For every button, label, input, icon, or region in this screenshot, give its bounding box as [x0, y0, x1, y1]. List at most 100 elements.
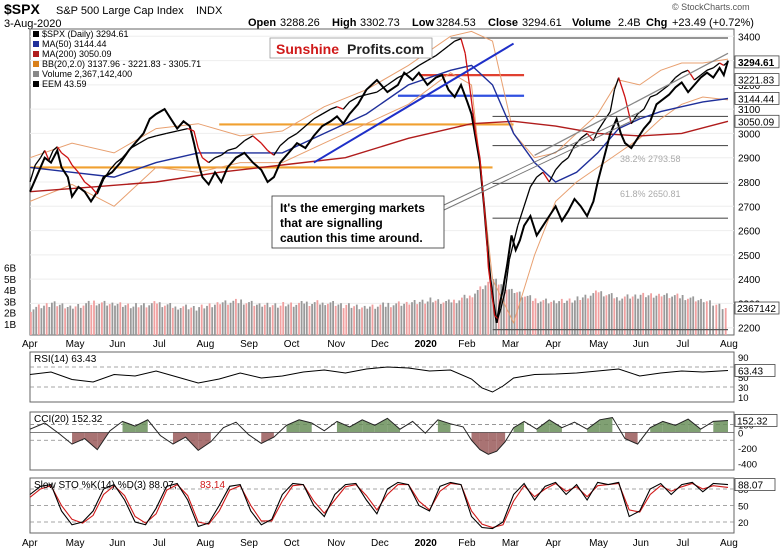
spx-segment — [460, 38, 466, 54]
spx-segment — [723, 61, 729, 66]
spx-segment — [529, 176, 538, 188]
indicator-tick-label: -200 — [738, 444, 757, 455]
volume-bar — [479, 286, 482, 335]
volume-bar — [587, 298, 589, 335]
volume-bar — [227, 304, 229, 335]
fib-label-38: 38.2% 2793.58 — [620, 154, 681, 164]
spx-segment — [44, 150, 50, 161]
spx-segment — [349, 96, 359, 103]
volume-bar — [274, 303, 277, 335]
volume-bar — [466, 298, 469, 335]
volume-bar — [143, 303, 145, 335]
volume-bar — [95, 305, 98, 335]
volume-bar — [574, 300, 576, 335]
volume-bar — [240, 299, 242, 335]
volume-bar — [384, 306, 387, 335]
logo-text-sunshine: Sunshine — [276, 41, 339, 57]
spx-segment — [504, 259, 510, 292]
cci-area — [387, 418, 401, 433]
volume-bar — [190, 307, 193, 335]
cci-area — [662, 421, 676, 433]
volume-bar — [287, 304, 290, 335]
volume-bar — [411, 302, 413, 335]
volume-tick-label: 2B — [4, 309, 17, 320]
spx-segment — [479, 157, 484, 195]
volume-bar — [198, 307, 200, 335]
volume-bar — [327, 303, 329, 335]
volume-bar — [103, 300, 106, 335]
x-axis-label: Apr — [22, 339, 38, 350]
volume-bar — [697, 300, 700, 335]
volume-bar — [284, 306, 287, 335]
volume-bar — [679, 298, 681, 335]
volume-bar — [676, 293, 679, 335]
cci-area — [471, 432, 480, 450]
volume-bar — [440, 304, 442, 335]
volume-bar — [337, 304, 340, 335]
price-tag-box — [734, 55, 780, 69]
volume-bar — [263, 304, 266, 335]
spx-segment — [84, 181, 92, 188]
indicator-tick-label: 90 — [738, 353, 749, 364]
legend-entry: $SPX (Daily) 3294.61 — [42, 29, 129, 39]
spx-segment — [435, 50, 443, 57]
volume-bar — [432, 302, 434, 335]
volume-bar — [66, 307, 69, 335]
spx-segment — [296, 125, 306, 134]
price-tags: 3294.61 3221.83 3144.44 3050.09 2367142 — [734, 55, 780, 315]
spx-segment — [471, 109, 477, 134]
volume-bar — [503, 283, 505, 335]
volume-bar — [98, 303, 101, 335]
rsi-tag-box — [734, 364, 776, 377]
price-tag-box — [734, 114, 780, 128]
volume-bar — [311, 304, 313, 335]
cci-area — [286, 419, 300, 433]
spx-segment — [536, 171, 544, 178]
volume-bar — [158, 302, 161, 335]
spx-segment — [687, 69, 695, 81]
low-label: Low — [412, 17, 434, 29]
spx-segment — [122, 147, 132, 159]
volume-bar — [185, 304, 187, 335]
indicator-tick-label: 0 — [738, 428, 743, 439]
cci-area — [675, 419, 689, 433]
x-axis-label-bottom: Aug — [197, 538, 215, 549]
volume-bar — [613, 298, 616, 335]
cci-area — [299, 419, 312, 433]
spx-segment — [71, 164, 79, 173]
cci-area — [122, 421, 136, 433]
volume-bar — [235, 298, 237, 335]
spx-segment — [485, 230, 489, 268]
spx-segment — [67, 157, 73, 166]
volume-bar — [468, 295, 471, 335]
volume-bar — [93, 300, 95, 335]
volume-bar — [324, 305, 327, 335]
volume-bar — [405, 301, 408, 335]
volume-bar — [681, 295, 684, 335]
chart-subtitle: S&P 500 Large Cap Index — [56, 5, 184, 17]
volume-bar — [116, 303, 119, 335]
volume-bar — [40, 308, 43, 335]
volume-bar — [715, 304, 718, 335]
volume-bar — [642, 292, 645, 335]
cci-area — [261, 432, 274, 444]
volume-bar — [392, 305, 395, 335]
volume-bar — [277, 307, 279, 335]
x-axis-label-bottom: Nov — [327, 538, 345, 549]
spx-segment — [220, 149, 229, 156]
volume-bar — [79, 307, 82, 335]
spx-segment — [197, 147, 203, 158]
spx-segment — [336, 106, 344, 110]
volume-bar — [182, 306, 185, 335]
close-value: 3294.61 — [522, 17, 562, 29]
volume-bar — [673, 295, 676, 335]
volume-bar — [403, 303, 405, 335]
spx-segment — [376, 84, 388, 93]
cci-area — [688, 419, 701, 433]
volume-bar — [321, 302, 324, 335]
volume-bar — [721, 309, 724, 335]
spx-segment — [597, 120, 605, 132]
volume-bar — [253, 305, 256, 335]
volume-bar — [282, 302, 285, 335]
